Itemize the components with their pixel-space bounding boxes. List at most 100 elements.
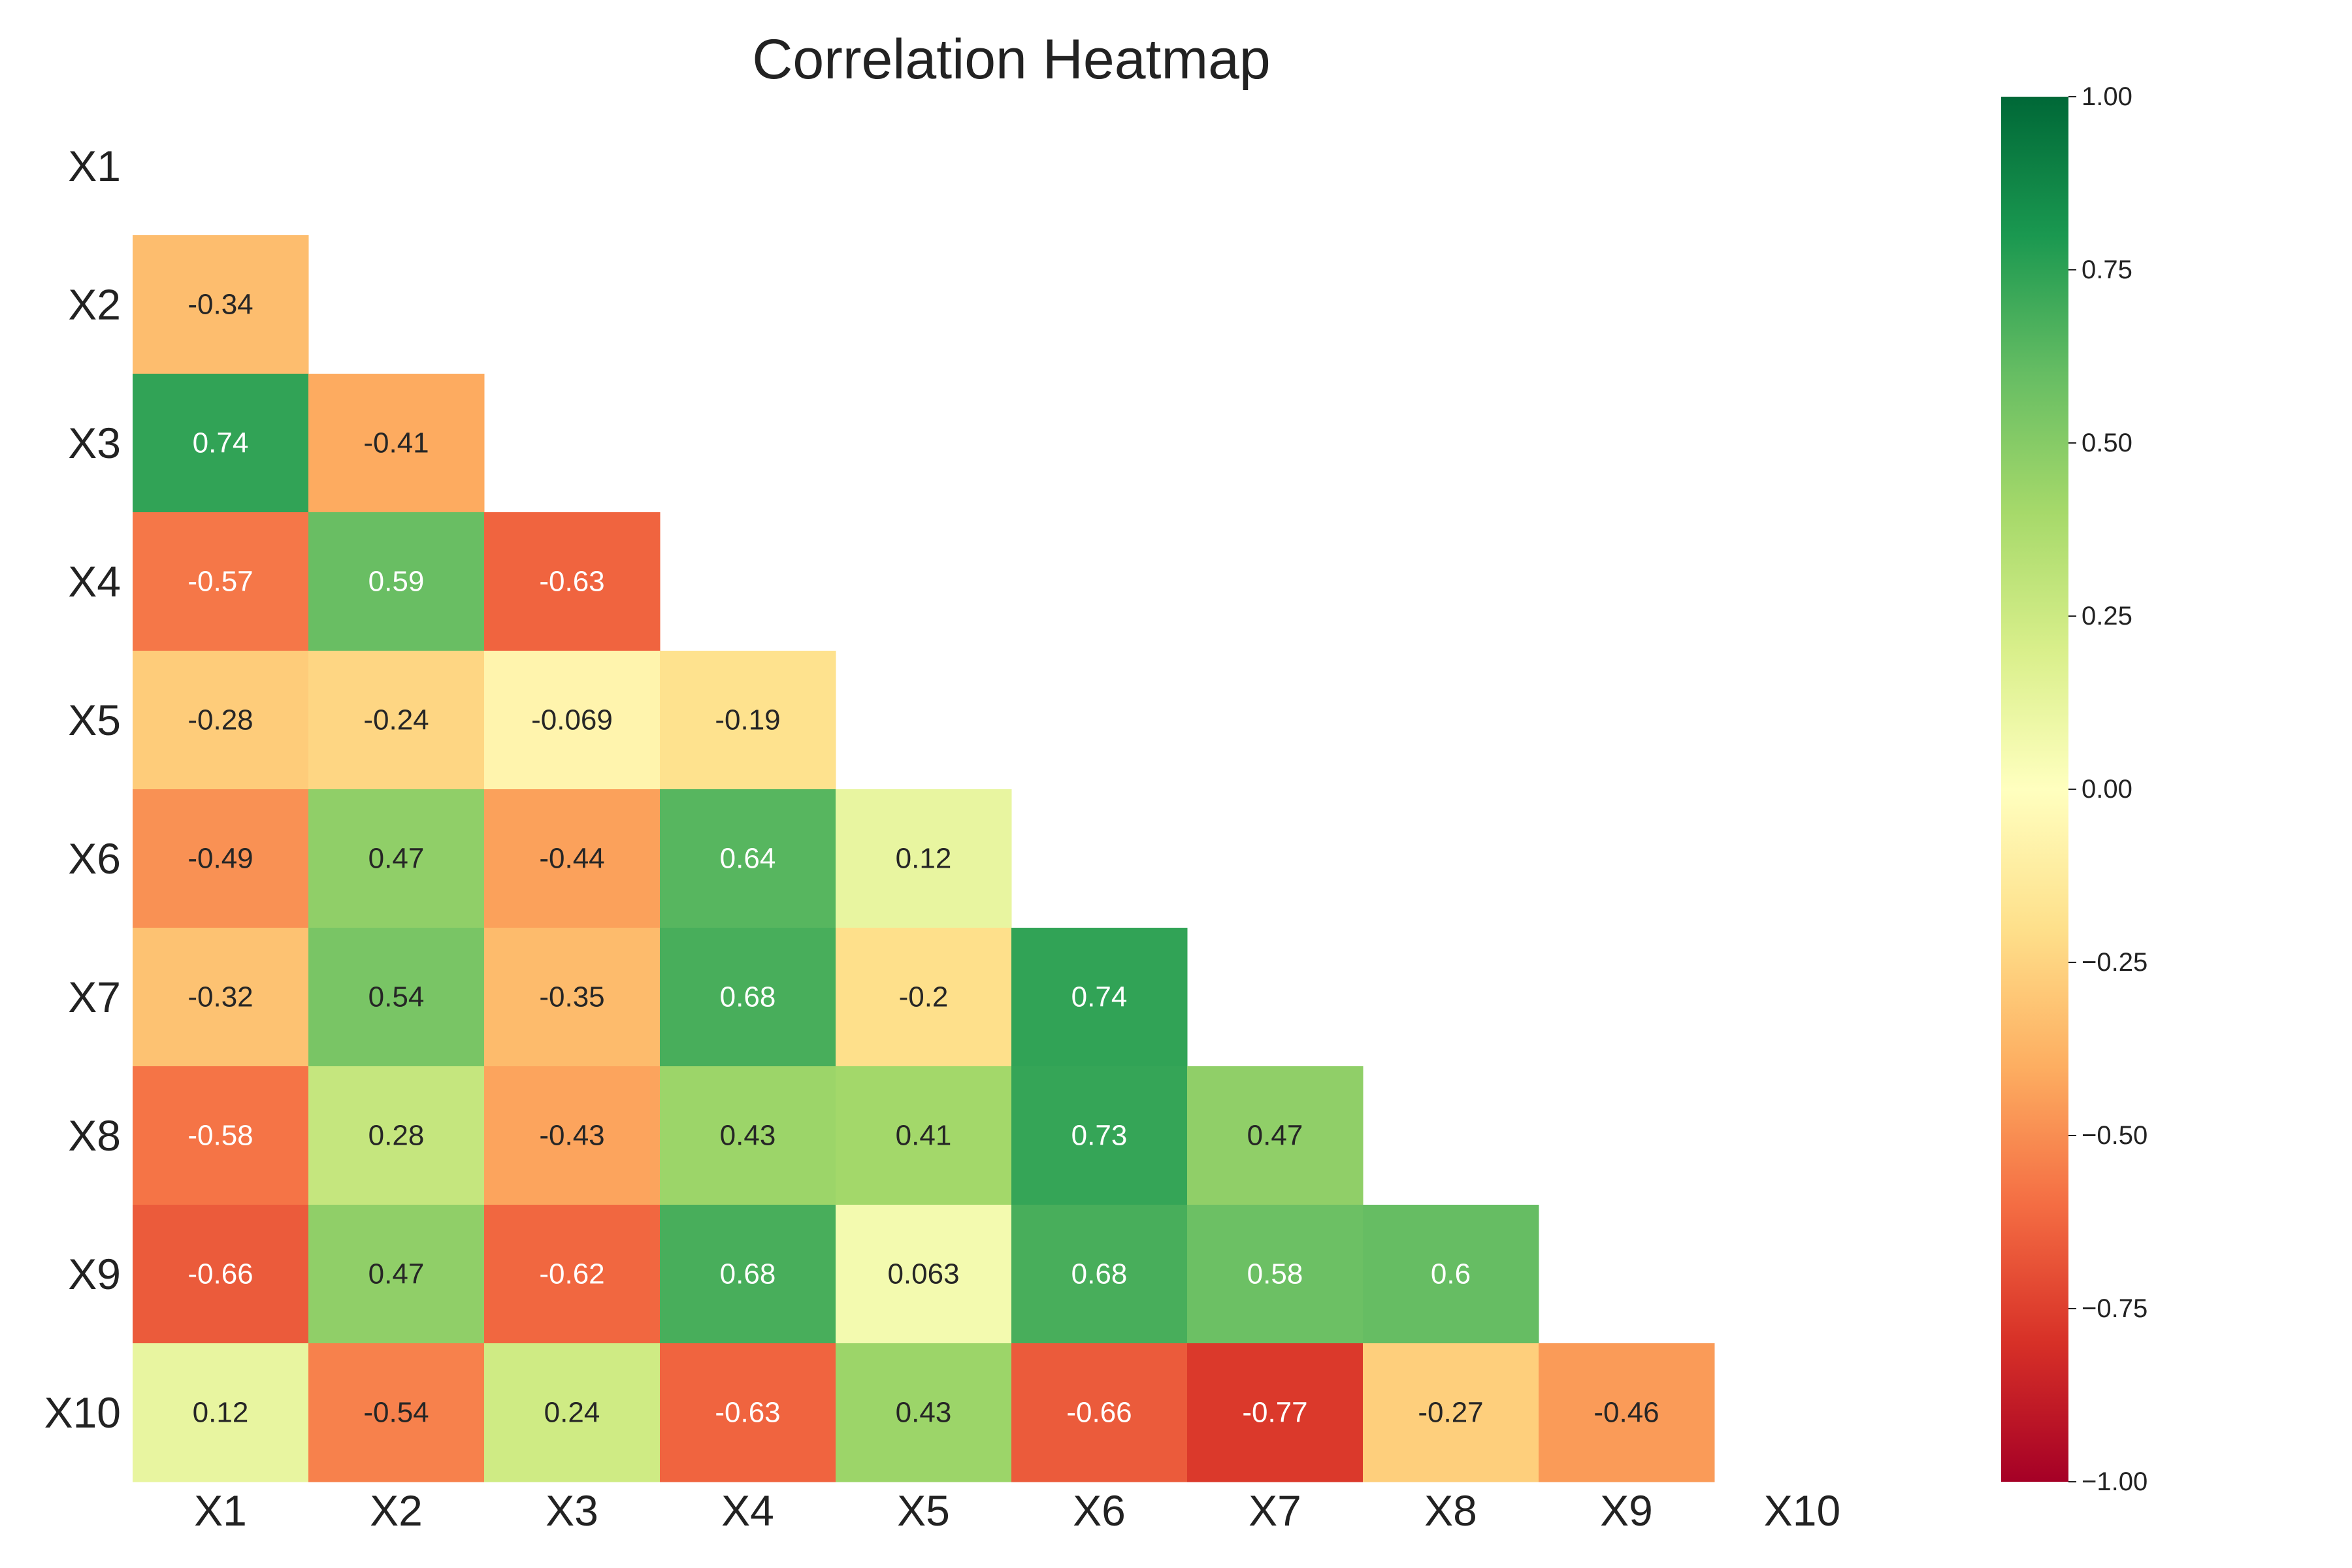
- heatmap-cell-r5-c3: [484, 651, 661, 790]
- heatmap-cell-label-r4-c1: -0.57: [188, 566, 253, 598]
- x-axis-tick-labels: X1 X2 X3 X4 X5 X6 X7 X8 X9 X10: [194, 1486, 1840, 1535]
- colorbar-gradient: [2001, 97, 2068, 1482]
- heatmap-cell-label-r10-c3: 0.24: [544, 1397, 600, 1429]
- x-tick-label-9: X9: [1600, 1486, 1653, 1535]
- heatmap-cell-label-r7-c3: -0.35: [539, 981, 604, 1013]
- heatmap-cell-r6-c4: [660, 789, 836, 928]
- heatmap-cell-r9-c4: [660, 1205, 836, 1344]
- heatmap-cell-r7-c6: [1011, 928, 1188, 1067]
- y-tick-label-7: X7: [68, 973, 121, 1021]
- x-tick-label-7: X7: [1249, 1486, 1301, 1535]
- heatmap-cell-r4-c1: [133, 512, 309, 651]
- heatmap-cell-label-r10-c1: 0.12: [193, 1397, 249, 1429]
- y-tick-label-4: X4: [68, 557, 121, 606]
- heatmap-cell-r4-c3: [484, 512, 661, 651]
- y-tick-label-9: X9: [68, 1250, 121, 1298]
- y-tick-label-3: X3: [68, 419, 121, 467]
- heatmap-annotations: -0.34 0.74 -0.41 -0.57 0.59 -0.63 -0.28 -0.24 -0…: [188, 289, 1659, 1429]
- heatmap-cell-label-r5-c2: -0.24: [363, 704, 429, 736]
- y-tick-label-5: X5: [68, 696, 121, 744]
- heatmap-cell-label-r6-c2: 0.47: [368, 843, 425, 875]
- heatmap-cell-label-r6-c4: 0.64: [720, 843, 776, 875]
- heatmap-cell-r10-c2: [308, 1343, 485, 1482]
- heatmap-cell-label-r10-c4: -0.63: [715, 1397, 780, 1429]
- heatmap-cell-label-r8-c5: 0.41: [896, 1120, 952, 1152]
- y-tick-label-10: X10: [44, 1388, 121, 1437]
- x-tick-label-8: X8: [1424, 1486, 1477, 1535]
- heatmap-cell-r9-c2: [308, 1205, 485, 1344]
- colorbar-tick-label-5: 0.00: [2082, 775, 2132, 804]
- heatmap-cells: [133, 235, 1715, 1482]
- heatmap-cell-label-r8-c7: 0.47: [1247, 1120, 1303, 1152]
- x-tick-label-4: X4: [721, 1486, 774, 1535]
- heatmap-cell-r9-c8: [1363, 1205, 1539, 1344]
- colorbar-tick-label-6: −0.25: [2082, 948, 2148, 977]
- colorbar-tick-label-7: −0.50: [2082, 1121, 2148, 1150]
- heatmap-cell-r10-c9: [1539, 1343, 1715, 1482]
- heatmap-cell-r8-c2: [308, 1066, 485, 1205]
- heatmap-cell-label-r8-c3: -0.43: [539, 1120, 604, 1152]
- heatmap-cell-label-r2-c1: -0.34: [188, 289, 253, 321]
- heatmap-cell-r8-c7: [1187, 1066, 1364, 1205]
- y-tick-label-6: X6: [68, 834, 121, 883]
- heatmap-cell-r10-c5: [836, 1343, 1012, 1482]
- heatmap-cell-label-r6-c5: 0.12: [896, 843, 952, 875]
- heatmap-cell-label-r9-c3: -0.62: [539, 1258, 604, 1290]
- heatmap-cell-label-r9-c2: 0.47: [368, 1258, 425, 1290]
- x-tick-label-6: X6: [1073, 1486, 1126, 1535]
- x-tick-label-1: X1: [194, 1486, 247, 1535]
- colorbar-ticks: 1.00 0.75 0.50 0.25 0.00 −0.25 −0.50 −0.75 −1.00: [2068, 82, 2148, 1496]
- heatmap-cell-r9-c3: [484, 1205, 661, 1344]
- colorbar-tick-label-4: 0.25: [2082, 602, 2132, 630]
- heatmap-cell-label-r5-c3: -0.069: [531, 704, 613, 736]
- heatmap-cell-label-r9-c7: 0.58: [1247, 1258, 1303, 1290]
- y-tick-label-8: X8: [68, 1111, 121, 1160]
- heatmap-cell-label-r3-c2: -0.41: [363, 427, 429, 459]
- colorbar-tick-label-3: 0.50: [2082, 429, 2132, 457]
- heatmap-cell-r8-c1: [133, 1066, 309, 1205]
- colorbar-tick-label-2: 0.75: [2082, 255, 2132, 284]
- heatmap-cell-r5-c4: [660, 651, 836, 790]
- heatmap-cell-r10-c4: [660, 1343, 836, 1482]
- heatmap-cell-r4-c2: [308, 512, 485, 651]
- heatmap-cell-r3-c1: [133, 374, 309, 513]
- heatmap-cell-label-r4-c2: 0.59: [368, 566, 425, 598]
- heatmap-cell-r3-c2: [308, 374, 485, 513]
- heatmap-cell-label-r7-c6: 0.74: [1071, 981, 1128, 1013]
- heatmap-cell-label-r8-c1: -0.58: [188, 1120, 253, 1152]
- colorbar-tick-label-1: 1.00: [2082, 82, 2132, 111]
- heatmap-cell-label-r7-c2: 0.54: [368, 981, 425, 1013]
- y-axis-tick-labels: X1 X2 X3 X4 X5 X6 X7 X8 X9 X10: [44, 142, 121, 1437]
- heatmap-cell-r10-c6: [1011, 1343, 1188, 1482]
- heatmap-cell-label-r9-c4: 0.68: [720, 1258, 776, 1290]
- heatmap-cell-label-r10-c6: -0.66: [1066, 1397, 1132, 1429]
- heatmap-cell-r5-c2: [308, 651, 485, 790]
- heatmap-cell-label-r8-c4: 0.43: [720, 1120, 776, 1152]
- heatmap-cell-r2-c1: [133, 235, 309, 374]
- heatmap-cell-label-r10-c5: 0.43: [896, 1397, 952, 1429]
- heatmap-cell-r10-c3: [484, 1343, 661, 1482]
- heatmap-cell-label-r6-c1: -0.49: [188, 843, 253, 875]
- heatmap-cell-r9-c7: [1187, 1205, 1364, 1344]
- heatmap-cell-r8-c4: [660, 1066, 836, 1205]
- x-tick-label-2: X2: [370, 1486, 423, 1535]
- heatmap-cell-r7-c3: [484, 928, 661, 1067]
- heatmap-cell-r7-c5: [836, 928, 1012, 1067]
- heatmap-cell-r8-c6: [1011, 1066, 1188, 1205]
- x-tick-label-3: X3: [546, 1486, 598, 1535]
- heatmap-cell-label-r9-c1: -0.66: [188, 1258, 253, 1290]
- heatmap-cell-r10-c8: [1363, 1343, 1539, 1482]
- heatmap-cell-label-r9-c5: 0.063: [887, 1258, 959, 1290]
- heatmap-cell-r7-c2: [308, 928, 485, 1067]
- heatmap-cell-label-r7-c1: -0.32: [188, 981, 253, 1013]
- heatmap-cell-r6-c5: [836, 789, 1012, 928]
- heatmap-cell-label-r8-c2: 0.28: [368, 1120, 425, 1152]
- colorbar-tick-label-8: −0.75: [2082, 1294, 2148, 1323]
- heatmap-cell-label-r3-c1: 0.74: [193, 427, 249, 459]
- heatmap-cell-label-r9-c6: 0.68: [1071, 1258, 1128, 1290]
- heatmap-cell-label-r6-c3: -0.44: [539, 843, 604, 875]
- heatmap-cell-label-r9-c8: 0.6: [1431, 1258, 1471, 1290]
- heatmap-cell-r6-c1: [133, 789, 309, 928]
- y-tick-label-2: X2: [68, 280, 121, 329]
- heatmap-cell-label-r10-c2: -0.54: [363, 1397, 429, 1429]
